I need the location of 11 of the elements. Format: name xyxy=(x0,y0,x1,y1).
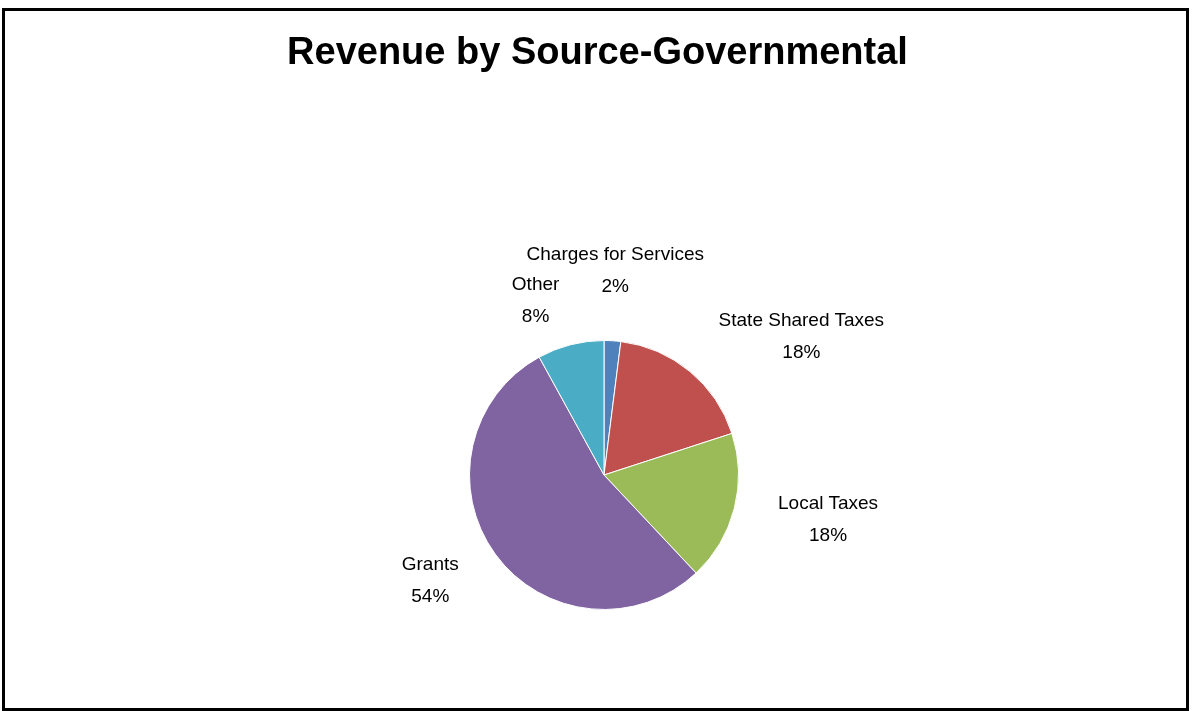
data-label: 8% xyxy=(521,305,550,327)
slice-label: Other xyxy=(511,273,561,295)
slice-label: Grants xyxy=(401,552,459,574)
chart-title: Revenue by Source-Governmental xyxy=(286,30,909,73)
slice-label: Local Taxes xyxy=(778,491,879,513)
slice-label: State Shared Taxes xyxy=(718,308,885,330)
data-label: 18% xyxy=(782,340,821,362)
data-label: 2% xyxy=(601,275,630,297)
data-label: 18% xyxy=(809,523,848,545)
slice-label: Charges for Services xyxy=(526,243,704,265)
data-label: 54% xyxy=(411,584,450,606)
